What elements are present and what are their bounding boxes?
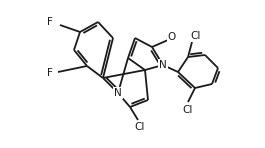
Text: Cl: Cl <box>191 31 201 41</box>
Text: N: N <box>159 60 167 70</box>
Text: F: F <box>47 68 53 78</box>
Text: O: O <box>168 32 176 42</box>
Text: Cl: Cl <box>183 105 193 115</box>
Text: F: F <box>47 17 53 27</box>
Text: N: N <box>114 88 122 98</box>
Text: Cl: Cl <box>135 122 145 132</box>
